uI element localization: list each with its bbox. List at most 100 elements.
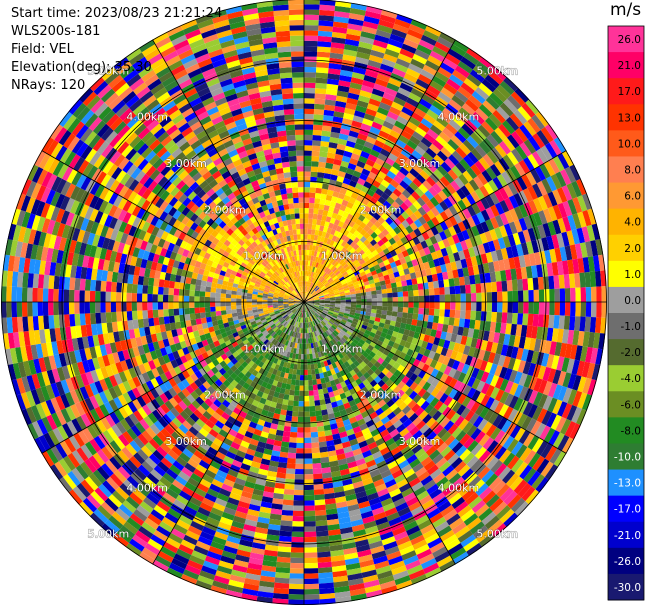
sweep-gate [470, 132, 483, 145]
sweep-gate [518, 204, 529, 218]
sweep-gate [387, 204, 397, 214]
sweep-gate [304, 35, 318, 42]
sweep-gate [397, 214, 406, 224]
sweep-gate [537, 276, 544, 290]
sweep-gate [485, 251, 494, 263]
sweep-gate [366, 298, 372, 302]
sweep-gate [426, 128, 439, 140]
sweep-gate [469, 69, 485, 83]
sweep-gate [319, 446, 328, 453]
sweep-gate [475, 311, 482, 321]
sweep-gate [304, 30, 319, 36]
sweep-gate [343, 112, 355, 121]
sweep-gate [368, 171, 378, 180]
sweep-gate [486, 302, 493, 312]
sweep-gate [454, 285, 461, 295]
sweep-gate [454, 65, 470, 78]
sweep-gate [480, 340, 488, 351]
sweep-gate [323, 307, 330, 311]
sweep-gate [343, 229, 350, 237]
sweep-gate [500, 270, 507, 282]
sweep-gate [582, 331, 590, 347]
sweep-gate [304, 348, 307, 355]
sweep-gate [548, 158, 561, 174]
sweep-gate [564, 245, 573, 261]
sweep-gate [356, 298, 362, 302]
sweep-gate [399, 274, 407, 282]
sweep-gate [433, 258, 441, 267]
sweep-gate [418, 295, 425, 302]
sweep-gate [381, 9, 398, 19]
sweep-gate [321, 259, 326, 265]
sweep-gate [432, 183, 443, 194]
sweep-gate [315, 280, 320, 286]
sweep-gate [495, 249, 504, 261]
sweep-gate [556, 328, 564, 343]
sweep-gate [343, 49, 358, 57]
sweep-gate [298, 395, 304, 402]
sweep-gate [309, 288, 314, 294]
sweep-gate [360, 292, 367, 296]
sweep-gate [304, 354, 308, 360]
sweep-gate [489, 192, 500, 205]
sweep-gate [304, 583, 320, 590]
sweep-gate [340, 234, 347, 241]
sweep-gate [445, 103, 459, 116]
sweep-gate [312, 292, 318, 297]
sweep-gate [282, 504, 294, 511]
sweep-gate [403, 302, 409, 308]
sweep-gate [591, 363, 601, 381]
sweep-gate [380, 265, 387, 273]
sweep-gate [359, 285, 366, 291]
sweep-gate [350, 306, 356, 311]
sweep-gate [304, 223, 309, 229]
sweep-gate [388, 237, 397, 246]
sweep-gate [487, 261, 495, 273]
sweep-gate [314, 245, 319, 252]
sweep-gate [528, 253, 537, 267]
sweep-gate [325, 268, 331, 274]
sweep-gate [379, 14, 397, 24]
sweep-gate [308, 303, 315, 306]
sweep-gate [314, 298, 320, 301]
sweep-gate [304, 562, 318, 569]
sweep-gate [389, 129, 401, 140]
sweep-gate [362, 145, 372, 155]
sweep-gate [331, 283, 337, 288]
sweep-gate [502, 120, 516, 135]
sweep-gate [494, 127, 507, 141]
sweep-gate [312, 292, 317, 296]
sweep-gate [546, 262, 554, 277]
sweep-gate [432, 100, 446, 112]
sweep-gate [514, 162, 526, 177]
sweep-gate [390, 282, 397, 289]
sweep-gate [304, 244, 308, 250]
sweep-gate [294, 474, 304, 480]
sweep-gate [492, 176, 504, 190]
sweep-gate [417, 206, 427, 217]
sweep-gate [306, 292, 309, 298]
sweep-gate [437, 91, 452, 104]
sweep-gate [447, 236, 456, 246]
sweep-gate [468, 179, 480, 192]
sweep-gate [377, 297, 383, 302]
sweep-gate [579, 272, 586, 288]
sweep-gate [434, 96, 449, 108]
sweep-gate [418, 302, 425, 309]
sweep-gate [455, 111, 469, 124]
sweep-gate [502, 291, 508, 302]
sweep-gate [343, 249, 350, 256]
sweep-gate [415, 270, 422, 279]
sweep-gate [318, 20, 334, 27]
sweep-gate [295, 374, 301, 381]
sweep-gate [384, 208, 393, 218]
sweep-gate [318, 263, 323, 270]
sweep-gate [293, 500, 304, 506]
sweep-gate [332, 26, 348, 34]
sweep-gate [322, 125, 332, 132]
sweep-gate [339, 293, 346, 297]
sweep-gate [299, 385, 304, 391]
sweep-gate [339, 187, 348, 195]
sweep-gate [412, 200, 422, 210]
sweep-gate [277, 546, 292, 553]
